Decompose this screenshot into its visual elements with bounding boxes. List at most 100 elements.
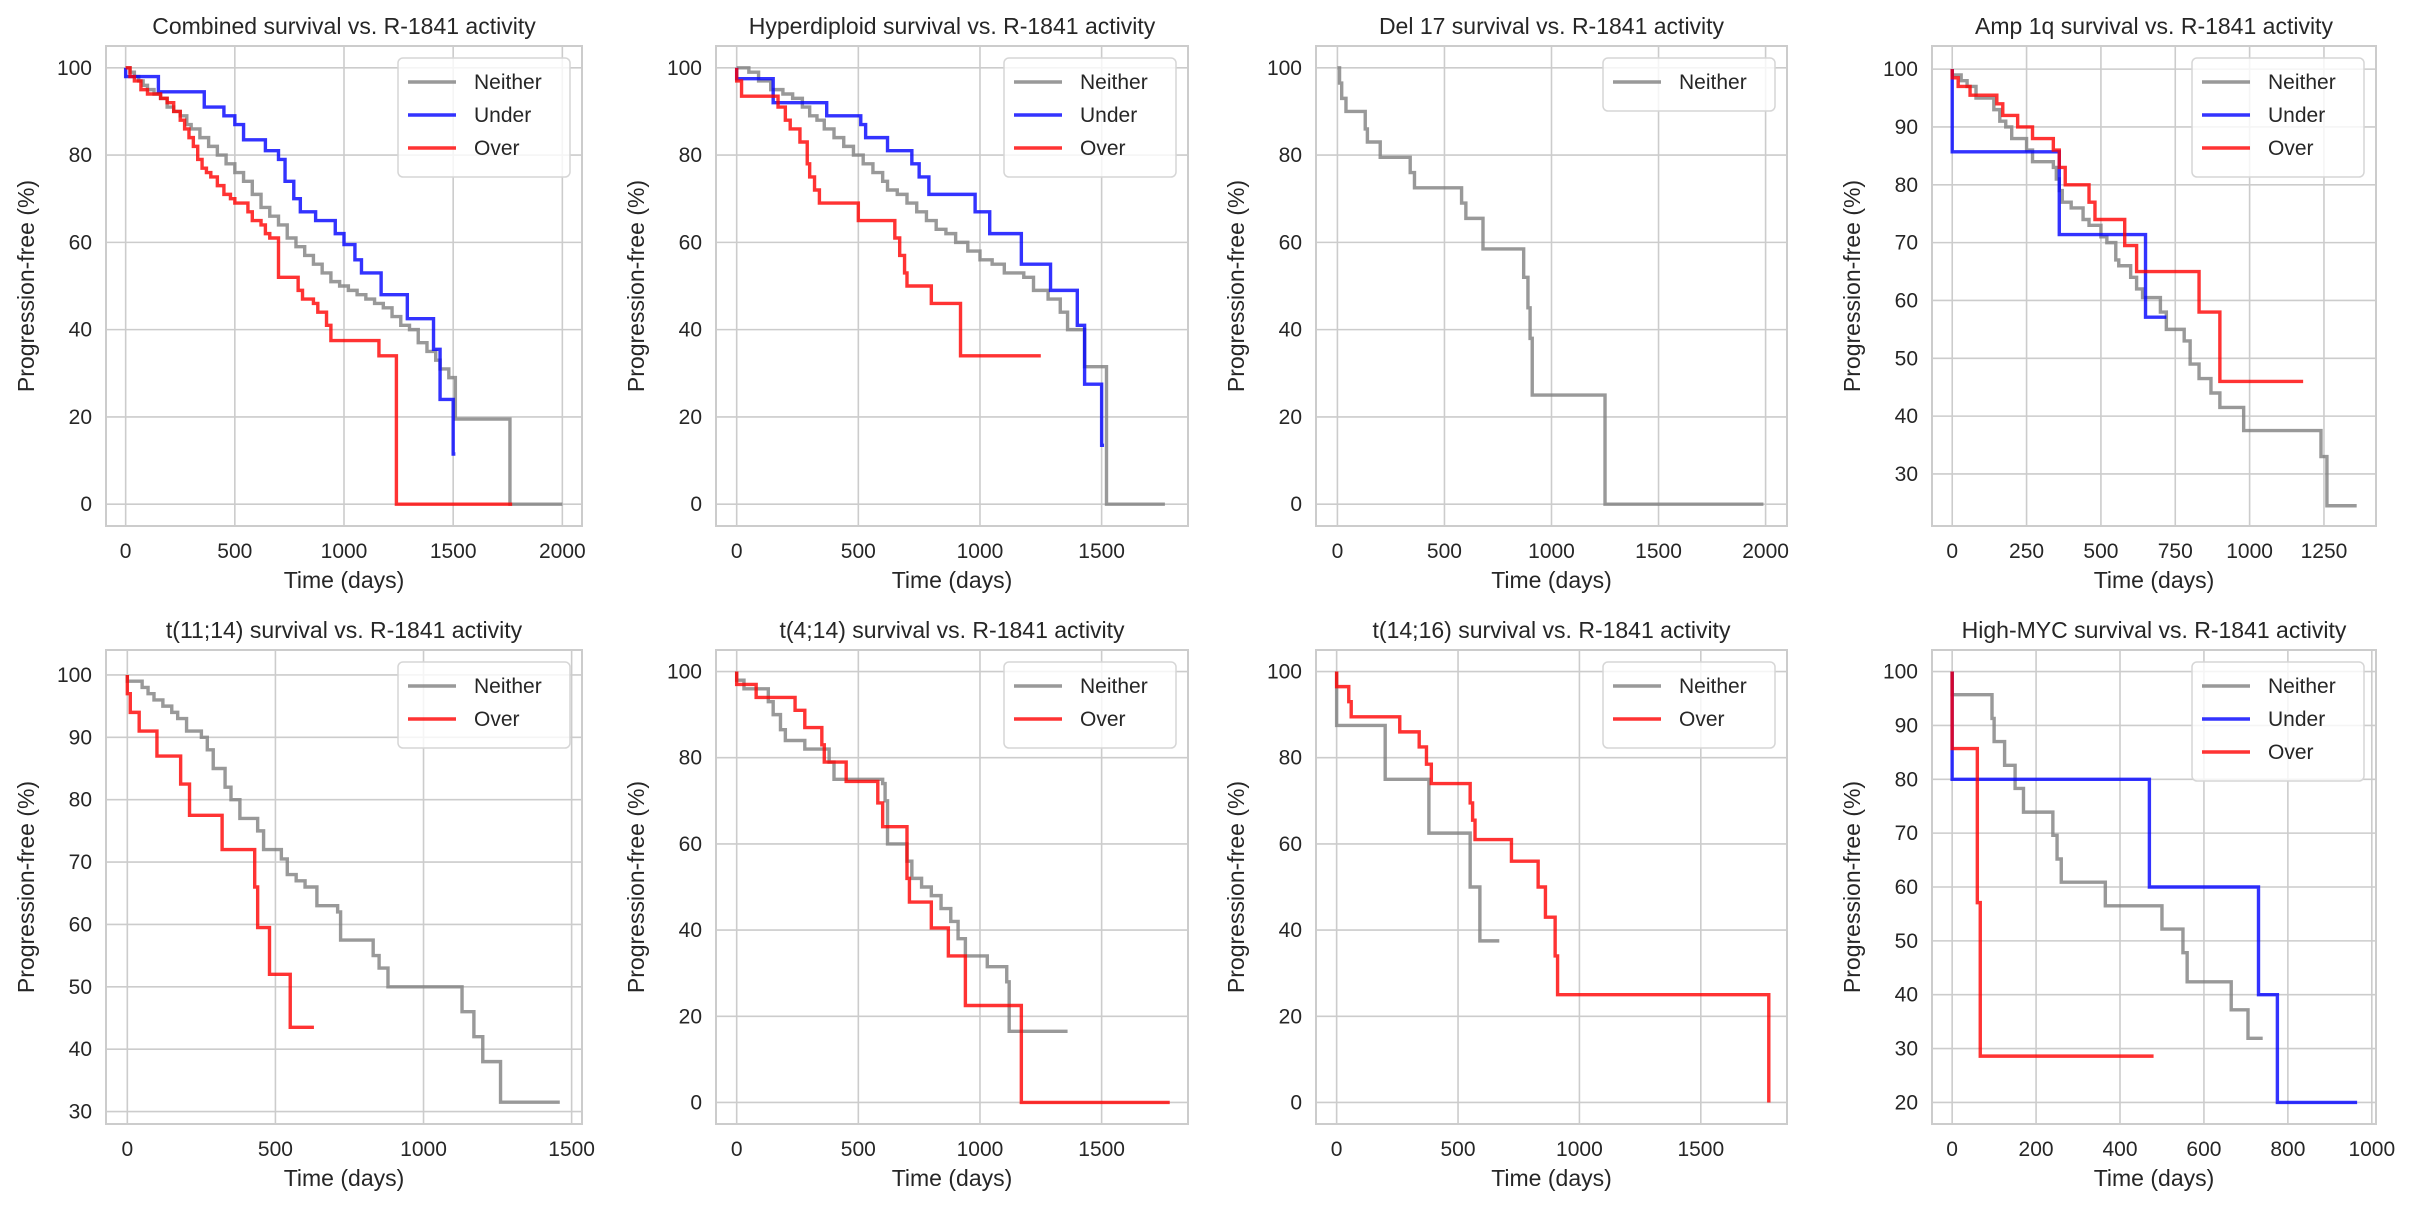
x-axis-label: Time (days) bbox=[1491, 1165, 1612, 1191]
x-tick-label: 400 bbox=[2102, 1138, 2137, 1161]
legend-label-under: Under bbox=[2268, 708, 2325, 731]
x-tick-label: 1500 bbox=[548, 1138, 595, 1161]
series-over-line bbox=[1950, 69, 2304, 384]
x-tick-label: 0 bbox=[1332, 540, 1344, 563]
legend: Neither Under Over bbox=[397, 57, 571, 178]
y-tick-label: 20 bbox=[1279, 406, 1302, 429]
x-axis-label: Time (days) bbox=[892, 1165, 1013, 1191]
chart-title: Combined survival vs. R-1841 activity bbox=[152, 13, 536, 39]
chart-title: Hyperdiploid survival vs. R-1841 activit… bbox=[749, 13, 1156, 39]
y-tick-label: 40 bbox=[69, 319, 92, 342]
x-tick-label: 1500 bbox=[1677, 1138, 1724, 1161]
x-tick-label: 1000 bbox=[400, 1138, 447, 1161]
x-tick-label: 0 bbox=[1946, 1138, 1958, 1161]
y-tick-label: 20 bbox=[679, 406, 702, 429]
y-tick-label: 100 bbox=[57, 664, 92, 687]
axes-frame bbox=[1315, 45, 1788, 527]
series-over-line bbox=[1334, 671, 1771, 1103]
x-axis-label: Time (days) bbox=[1491, 567, 1612, 593]
legend-label-neither: Neither bbox=[2268, 71, 2336, 94]
x-tick-label: 500 bbox=[258, 1138, 293, 1161]
x-tick-label: 1500 bbox=[1078, 540, 1125, 563]
x-tick-label: 0 bbox=[1331, 1138, 1343, 1161]
x-tick-label: 1000 bbox=[957, 540, 1004, 563]
y-tick-label: 60 bbox=[679, 231, 702, 254]
chart-title: Del 17 survival vs. R-1841 activity bbox=[1379, 13, 1725, 39]
y-tick-label: 40 bbox=[1895, 405, 1918, 428]
legend: Neither Under Over bbox=[2191, 661, 2365, 782]
x-axis-label: Time (days) bbox=[2094, 1165, 2215, 1191]
chart-title: High-MYC survival vs. R-1841 activity bbox=[1962, 617, 2347, 643]
axes-frame bbox=[1931, 649, 2377, 1125]
x-tick-label: 250 bbox=[2009, 540, 2044, 563]
chart-title: t(4;14) survival vs. R-1841 activity bbox=[779, 617, 1125, 643]
x-axis-label: Time (days) bbox=[2094, 567, 2215, 593]
y-tick-label: 60 bbox=[1279, 833, 1302, 856]
x-tick-label: 500 bbox=[1427, 540, 1462, 563]
series-neither-line bbox=[125, 674, 560, 1104]
y-tick-label: 60 bbox=[1279, 231, 1302, 254]
series-neither-line bbox=[1337, 66, 1764, 506]
axes-frame bbox=[105, 649, 583, 1125]
y-tick-label: 80 bbox=[69, 789, 92, 812]
x-tick-label: 2000 bbox=[1742, 540, 1789, 563]
y-tick-label: 60 bbox=[1895, 289, 1918, 312]
legend-label-over: Over bbox=[1679, 708, 1725, 731]
legend-label-over: Over bbox=[474, 708, 520, 731]
legend-label-neither: Neither bbox=[1679, 71, 1747, 94]
axes-frame bbox=[1315, 649, 1788, 1125]
legend-frame bbox=[1003, 661, 1177, 749]
axes-frame bbox=[715, 45, 1189, 527]
y-axis-label: Progression-free (%) bbox=[1839, 180, 1865, 392]
x-tick-label: 1250 bbox=[2301, 540, 2348, 563]
y-tick-label: 40 bbox=[69, 1038, 92, 1061]
x-tick-label: 0 bbox=[1946, 540, 1958, 563]
x-tick-label: 1500 bbox=[430, 540, 477, 563]
legend: Neither Under Over bbox=[1003, 57, 1177, 178]
y-tick-label: 70 bbox=[69, 851, 92, 874]
y-tick-label: 60 bbox=[69, 231, 92, 254]
y-tick-label: 40 bbox=[679, 919, 702, 942]
legend-label-under: Under bbox=[474, 104, 531, 127]
y-tick-label: 0 bbox=[1290, 1091, 1302, 1114]
legend-label-over: Over bbox=[474, 137, 520, 160]
y-axis-label: Progression-free (%) bbox=[1839, 781, 1865, 993]
legend: Neither Over bbox=[1003, 661, 1177, 749]
legend-frame bbox=[397, 661, 571, 749]
chart-title: t(14;16) survival vs. R-1841 activity bbox=[1373, 617, 1731, 643]
y-tick-label: 20 bbox=[1279, 1005, 1302, 1028]
legend-label-neither: Neither bbox=[2268, 675, 2336, 698]
series-neither-line bbox=[1950, 671, 2263, 1041]
x-tick-label: 0 bbox=[121, 1138, 133, 1161]
x-tick-label: 500 bbox=[841, 1138, 876, 1161]
x-axis-label: Time (days) bbox=[284, 567, 405, 593]
series-over-line bbox=[734, 67, 1041, 358]
legend: Neither Over bbox=[1602, 661, 1776, 749]
series-neither-line bbox=[1950, 69, 2357, 508]
y-axis-label: Progression-free (%) bbox=[1223, 180, 1249, 392]
x-tick-label: 1500 bbox=[1635, 540, 1682, 563]
legend-label-neither: Neither bbox=[1080, 71, 1148, 94]
y-tick-label: 80 bbox=[679, 144, 702, 167]
x-tick-label: 0 bbox=[120, 540, 132, 563]
legend-label-neither: Neither bbox=[1080, 675, 1148, 698]
y-tick-label: 90 bbox=[1895, 116, 1918, 139]
legend-label-neither: Neither bbox=[474, 675, 542, 698]
y-tick-label: 60 bbox=[679, 833, 702, 856]
y-tick-label: 100 bbox=[57, 57, 92, 80]
y-tick-label: 0 bbox=[690, 493, 702, 516]
series-neither-line bbox=[1334, 671, 1500, 943]
legend-label-under: Under bbox=[1080, 104, 1137, 127]
x-tick-label: 2000 bbox=[539, 540, 586, 563]
chart-title: Amp 1q survival vs. R-1841 activity bbox=[1975, 13, 2333, 39]
y-tick-label: 80 bbox=[1895, 768, 1918, 791]
y-tick-label: 90 bbox=[1895, 714, 1918, 737]
series-over-line bbox=[734, 671, 1170, 1105]
x-axis-label: Time (days) bbox=[892, 567, 1013, 593]
legend-label-over: Over bbox=[2268, 741, 2314, 764]
